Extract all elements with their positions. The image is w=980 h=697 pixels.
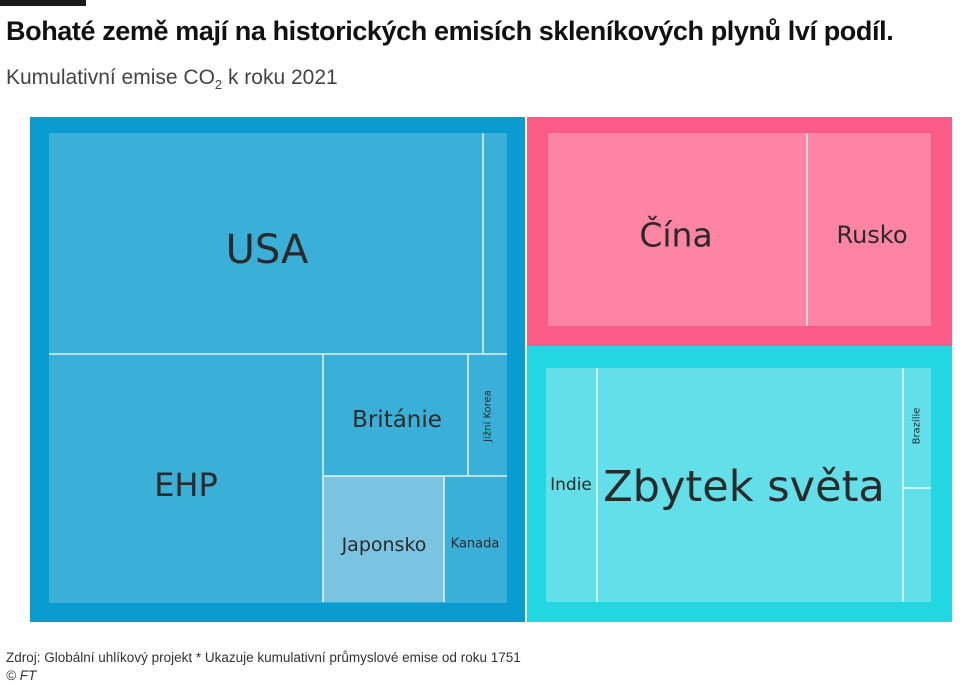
- cell-label-brazilie: Brazílie: [911, 408, 923, 445]
- cell-label-japonsko: Japonsko: [341, 534, 427, 556]
- top-accent-bar: [0, 0, 86, 6]
- chart-title: Bohaté země mají na historických emisích…: [6, 16, 894, 46]
- cell-label-kanada: Kanada: [451, 537, 500, 552]
- cell-label-cina: Čína: [639, 215, 712, 255]
- cell-label-britanie: Británie: [352, 407, 442, 433]
- group-fill-mid: [548, 133, 931, 326]
- cell-label-indie: Indie: [550, 475, 592, 495]
- cell-label-jizni-korea: Jižní Korea: [482, 390, 494, 443]
- chart-subtitle: Kumulativní emise CO2 k roku 2021: [6, 66, 338, 92]
- credit-note: © FT: [6, 668, 37, 683]
- subtitle-main: Kumulativní emise CO: [6, 66, 215, 89]
- subtitle-subscript: 2: [214, 77, 223, 93]
- subtitle-tail: k roku 2021: [222, 66, 338, 89]
- cell-label-ehp: EHP: [154, 466, 218, 504]
- cell-label-rusko: Rusko: [836, 221, 907, 249]
- group-fill-rest: [546, 368, 931, 602]
- cell-label-zbytek-sveta: Zbytek světa: [603, 462, 885, 512]
- source-note: Zdroj: Globální uhlíkový projekt * Ukazu…: [6, 650, 521, 665]
- cell-highlight-japonsko: [323, 476, 444, 602]
- cell-label-usa: USA: [226, 227, 309, 273]
